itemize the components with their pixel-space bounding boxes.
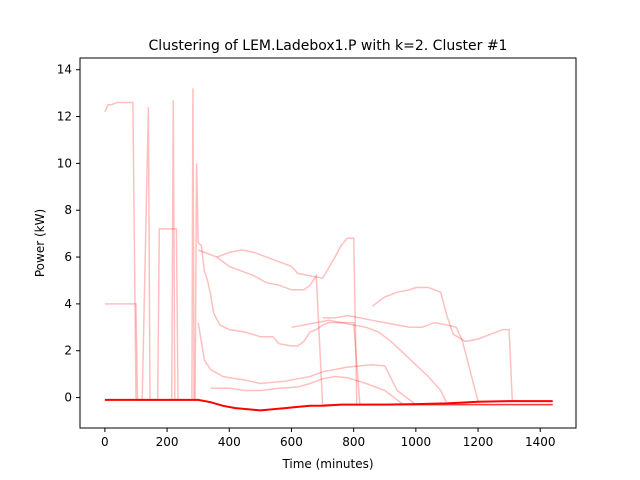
chart-title: Clustering of LEM.Ladebox1.P with k=2. C… xyxy=(149,38,508,54)
x-tick-label: 0 xyxy=(101,435,109,449)
x-tick-label: 1200 xyxy=(463,435,494,449)
series-line-7 xyxy=(197,249,553,406)
plot-frame xyxy=(79,57,577,429)
y-axis-label: Power (kW) xyxy=(33,209,47,277)
series-line-1 xyxy=(197,242,553,406)
series-line-5 xyxy=(104,163,199,401)
y-tick-group: 0 2 4 6 8 10 12 14 xyxy=(57,63,80,405)
series-line-4 xyxy=(104,88,199,401)
y-tick-label: 0 xyxy=(64,391,72,405)
series-line-6 xyxy=(216,237,553,406)
series-line-8 xyxy=(371,286,514,402)
x-tick-label: 800 xyxy=(342,435,365,449)
series-group xyxy=(104,88,553,412)
series-line-2 xyxy=(197,322,553,406)
y-tick-label: 4 xyxy=(64,297,72,311)
y-tick-label: 8 xyxy=(64,203,72,217)
y-tick-label: 6 xyxy=(64,250,72,264)
series-line-centroid xyxy=(104,398,553,412)
series-line-10 xyxy=(291,319,448,404)
x-tick-label: 1000 xyxy=(401,435,432,449)
y-tick-label: 14 xyxy=(57,63,72,77)
series-line-3 xyxy=(210,375,553,406)
x-tick-label: 1400 xyxy=(525,435,556,449)
x-tick-label: 200 xyxy=(156,435,179,449)
series-line-9 xyxy=(322,314,479,402)
x-axis-label: Time (minutes) xyxy=(281,457,373,471)
y-tick-label: 2 xyxy=(64,344,72,358)
y-tick-label: 10 xyxy=(57,156,72,170)
y-tick-label: 12 xyxy=(57,110,72,124)
x-tick-label: 400 xyxy=(218,435,241,449)
x-tick-label: 600 xyxy=(280,435,303,449)
x-tick-group: 0 200 400 600 800 1000 1200 1400 xyxy=(101,428,556,449)
